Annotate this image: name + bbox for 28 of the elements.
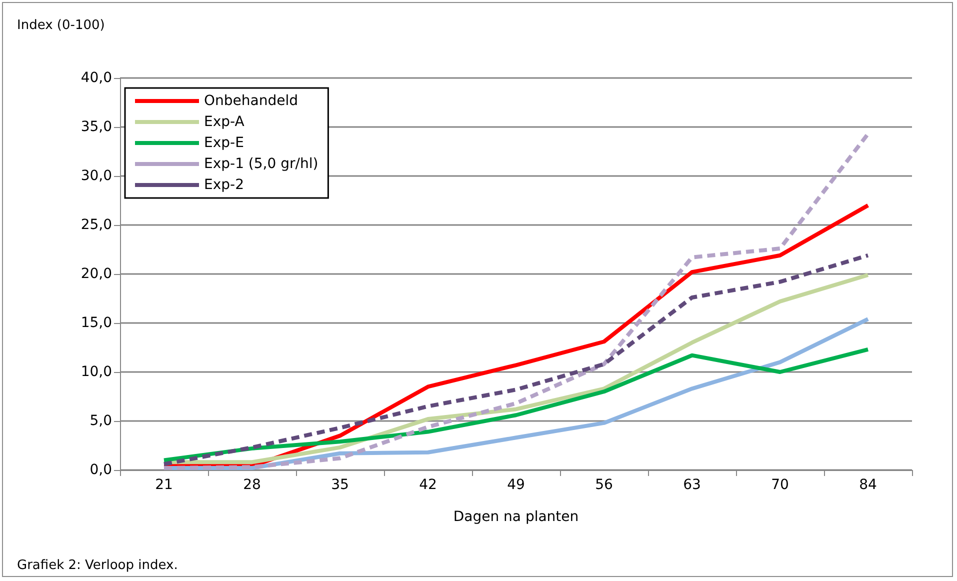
x-tick-label: 35 bbox=[331, 477, 349, 493]
legend-label: Exp-E bbox=[204, 135, 244, 151]
x-tick-label: 49 bbox=[507, 477, 525, 493]
x-axis-title: Dagen na planten bbox=[453, 509, 579, 525]
y-tick-label: 30,0 bbox=[80, 168, 112, 184]
legend-label: Exp-2 bbox=[204, 177, 244, 193]
x-tick-label: 28 bbox=[243, 477, 261, 493]
y-tick-label: 35,0 bbox=[80, 119, 112, 135]
legend-label: Exp-1 (5,0 gr/hl) bbox=[204, 156, 318, 172]
x-tick-label: 42 bbox=[419, 477, 437, 493]
y-tick-label: 0,0 bbox=[90, 462, 112, 478]
y-axis-title: Index (0-100) bbox=[17, 18, 105, 33]
y-tick-label: 10,0 bbox=[80, 364, 112, 380]
legend-label: Onbehandeld bbox=[204, 93, 298, 109]
x-tick-label: 63 bbox=[683, 477, 701, 493]
y-tick-label: 20,0 bbox=[80, 266, 112, 282]
y-tick-label: 5,0 bbox=[90, 413, 112, 429]
legend-label: Exp-A bbox=[204, 114, 245, 130]
line-series bbox=[162, 132, 870, 470]
y-tick-label: 25,0 bbox=[80, 217, 112, 233]
y-tick-label: 15,0 bbox=[80, 315, 112, 331]
y-tick-label: 40,0 bbox=[80, 70, 112, 86]
x-tick-label: 70 bbox=[771, 477, 789, 493]
text: Grafiek 2: Verloop index. bbox=[17, 558, 178, 573]
line-series bbox=[162, 347, 870, 462]
x-tick-label: 84 bbox=[859, 477, 877, 493]
x-tick-label: 21 bbox=[155, 477, 173, 493]
x-tick-label: 56 bbox=[595, 477, 613, 493]
